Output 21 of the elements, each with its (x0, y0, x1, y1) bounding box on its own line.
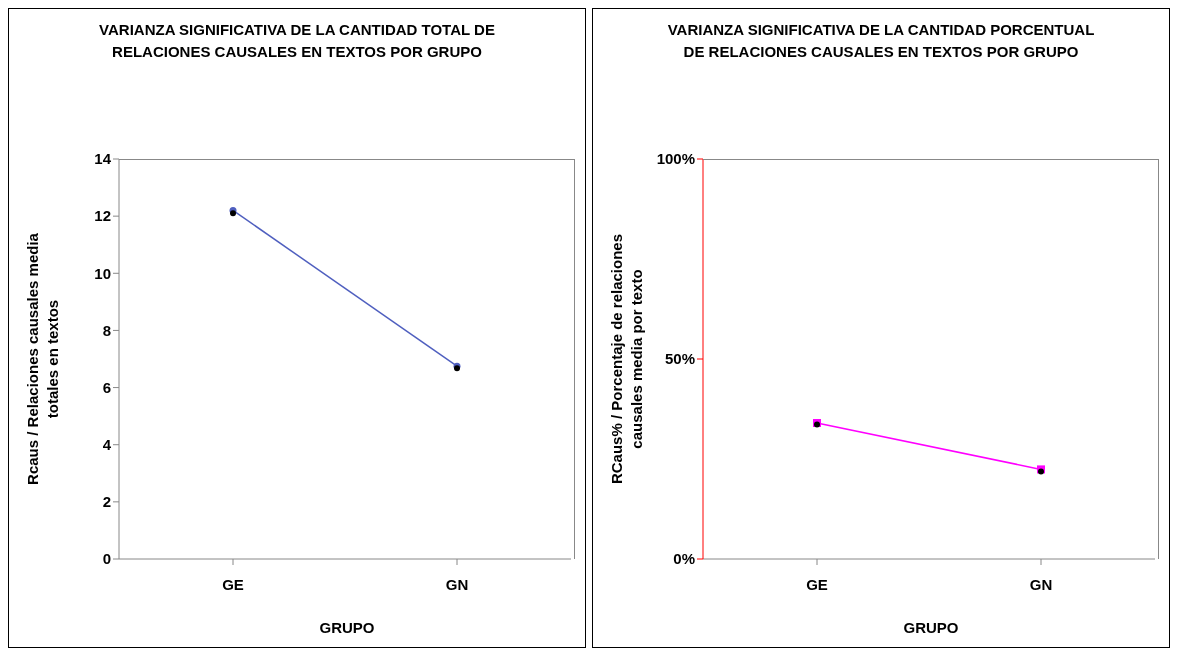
y-tick-label: 6 (102, 378, 111, 396)
x-tick-label: GN (445, 575, 469, 593)
y-axis-title: Rcaus / Relaciones causales media totales en textos (23, 232, 62, 487)
y-tick-label: 100% (656, 150, 695, 168)
y-tick-label: 2 (102, 493, 111, 511)
y-tick-label: 4 (102, 436, 112, 454)
x-tick-label: GE (222, 575, 244, 593)
chart-title: VARIANZA SIGNIFICATIVA DE LA CANTIDAD PORCENTUAL DE RELACIONES CAUSALES EN TEXTOS POR GRUPO (666, 20, 1096, 62)
x-tick-label: GN (1029, 575, 1053, 593)
y-tick-label: 0% (673, 550, 695, 568)
chart-title: VARIANZA SIGNIFICATIVA DE LA CANTIDAD TOTAL DE RELACIONES CAUSALES EN TEXTOS POR GRUPO (98, 20, 496, 62)
x-axis-title: GRUPO (318, 619, 376, 636)
y-tick-label: 10 (94, 264, 111, 282)
y-tick-label: 14 (94, 150, 112, 168)
y-axis-title: RCaus% / Porcentaje de relaciones causales media por texto (607, 232, 646, 487)
y-tick-label: 8 (102, 321, 111, 339)
x-axis-title: GRUPO (902, 619, 960, 636)
y-tick-label: 50% (664, 350, 695, 368)
y-tick-label: 0 (102, 550, 111, 568)
y-tick-label: 12 (94, 207, 111, 225)
x-tick-label: GE (806, 575, 828, 593)
